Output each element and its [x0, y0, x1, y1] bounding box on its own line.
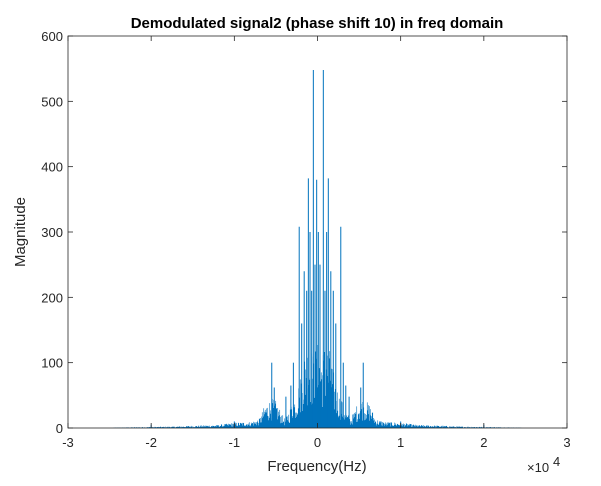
y-tick-label: 500 [41, 94, 63, 109]
x-tick-label: -3 [62, 435, 74, 450]
x-tick-label: 1 [397, 435, 404, 450]
x-exponent-power: 4 [553, 454, 560, 469]
ticks-layer [67, 35, 568, 429]
tick-labels-layer: -3 -2 -1 0 1 2 3 0 100 200 300 400 500 600 [41, 29, 570, 450]
x-tick-label: -1 [229, 435, 241, 450]
y-tick-label: 0 [56, 421, 63, 436]
data-layer [113, 69, 522, 428]
y-tick-label: 200 [41, 290, 63, 305]
y-tick-label: 300 [41, 225, 63, 240]
y-tick-label: 400 [41, 160, 63, 175]
y-axis-label: Magnitude [12, 197, 29, 267]
x-tick-label: 3 [563, 435, 570, 450]
y-tick-label: 100 [41, 356, 63, 371]
x-tick-label: 0 [314, 435, 321, 450]
y-tick-label: 600 [41, 29, 63, 44]
x-tick-label: 2 [480, 435, 487, 450]
x-tick-label: -2 [145, 435, 157, 450]
chart-title: Demodulated signal2 (phase shift 10) in … [131, 15, 504, 32]
x-exponent-multiplier: ×10 [527, 460, 549, 475]
x-axis-label: Frequency(Hz) [267, 458, 366, 475]
